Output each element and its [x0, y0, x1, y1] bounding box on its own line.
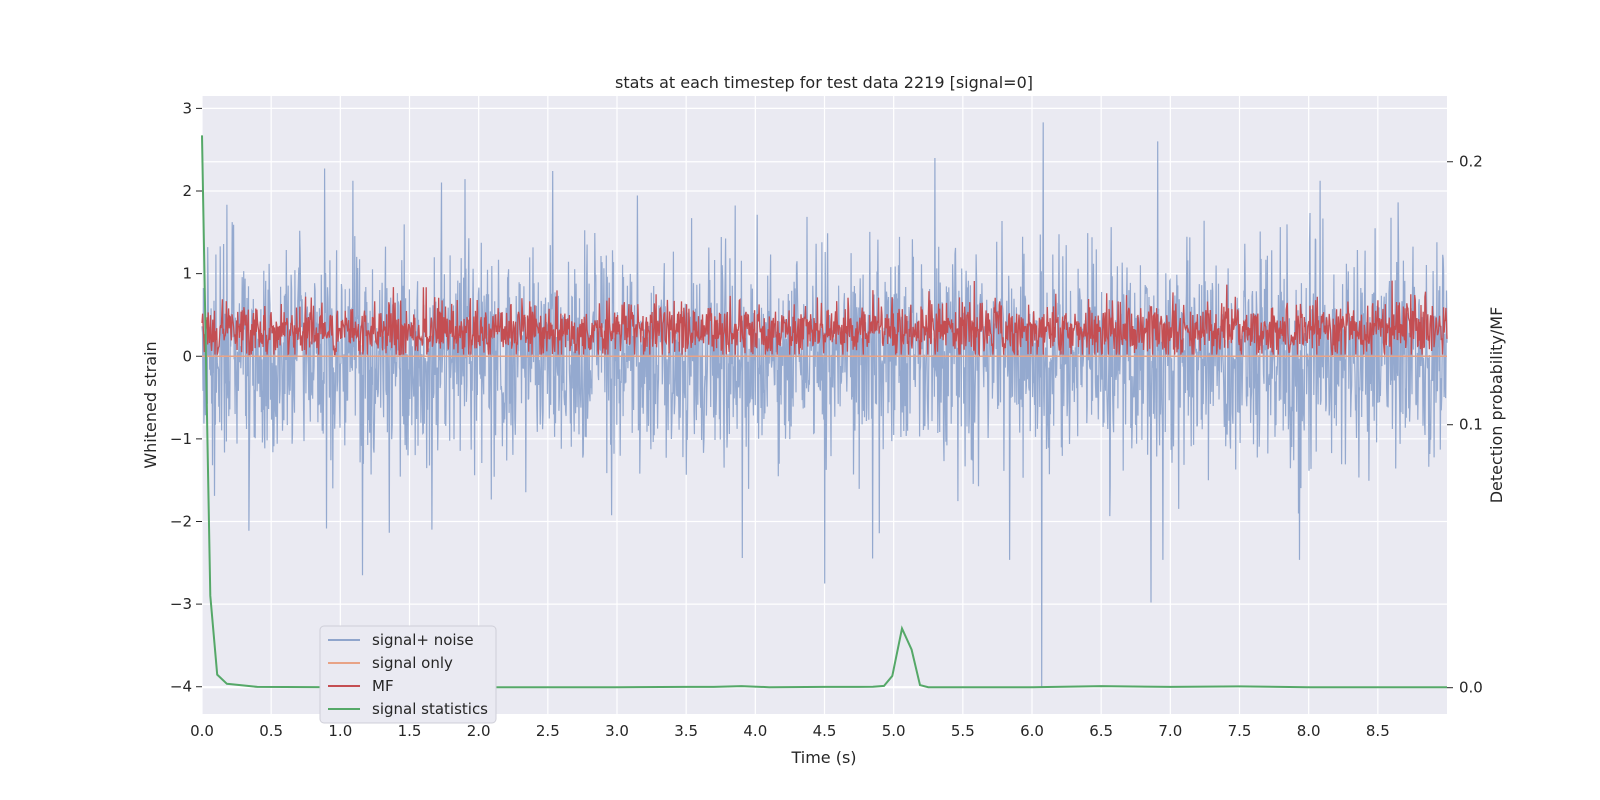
y2-axis-label: Detection probability/MF	[1487, 307, 1506, 504]
y-tick-label: 0	[182, 347, 192, 365]
x-tick-label: 5.0	[882, 722, 906, 740]
chart-title: stats at each timestep for test data 221…	[615, 73, 1033, 92]
legend-label: signal statistics	[372, 700, 488, 718]
x-tick-label: 7.0	[1158, 722, 1182, 740]
y-axis-label: Whitened strain	[141, 341, 160, 468]
series-signal-statistics	[201, 135, 1447, 689]
y2-tick-label: 0.2	[1459, 153, 1483, 171]
y-tick-label: −1	[170, 430, 192, 448]
legend-box	[319, 625, 497, 724]
x-tick-label: 4.5	[813, 722, 837, 740]
y-tick-label: −4	[170, 678, 192, 696]
y-tick-label: −3	[170, 595, 192, 613]
series-mf	[201, 280, 1448, 357]
x-tick-label: 3.0	[605, 722, 629, 740]
legend-label: signal+ noise	[372, 631, 474, 649]
series-signal-noise	[201, 122, 1448, 687]
series-layer	[201, 122, 1448, 689]
legend-label: signal only	[372, 654, 453, 672]
x-tick-label: 3.5	[674, 722, 698, 740]
x-tick-label: 7.5	[1228, 722, 1252, 740]
x-tick-label: 0.0	[190, 722, 214, 740]
x-tick-label: 0.5	[259, 722, 283, 740]
y-tick-label: 3	[182, 99, 192, 117]
y-tick-label: 2	[182, 182, 192, 200]
y-tick-label: 1	[182, 265, 192, 283]
y2-tick-label: 0.1	[1459, 416, 1483, 434]
x-tick-label: 1.5	[398, 722, 422, 740]
x-tick-label: 2.5	[536, 722, 560, 740]
legend-entries: signal+ noise signal only MF signal statist…	[328, 631, 488, 718]
legend-label: MF	[372, 677, 394, 695]
y2-tick-label: 0.0	[1459, 679, 1483, 697]
y-tick-label: −2	[170, 512, 192, 530]
x-tick-label: 2.0	[467, 722, 491, 740]
x-tick-label: 5.5	[951, 722, 975, 740]
x-tick-label: 1.0	[328, 722, 352, 740]
x-tick-label: 4.0	[743, 722, 767, 740]
x-tick-label: 8.0	[1297, 722, 1321, 740]
x-tick-label: 8.5	[1366, 722, 1390, 740]
legend: signal+ noise signal only MF signal statist…	[319, 625, 497, 724]
x-axis-label: Time (s)	[790, 748, 856, 767]
ticks: 0.0 0.5 1.0 1.5 2.0 2.5 3.0 3.5 4.0 4.5 5.0 5.5 6.0 6…	[170, 99, 1483, 740]
x-tick-label: 6.5	[1089, 722, 1113, 740]
x-tick-label: 6.0	[1020, 722, 1044, 740]
